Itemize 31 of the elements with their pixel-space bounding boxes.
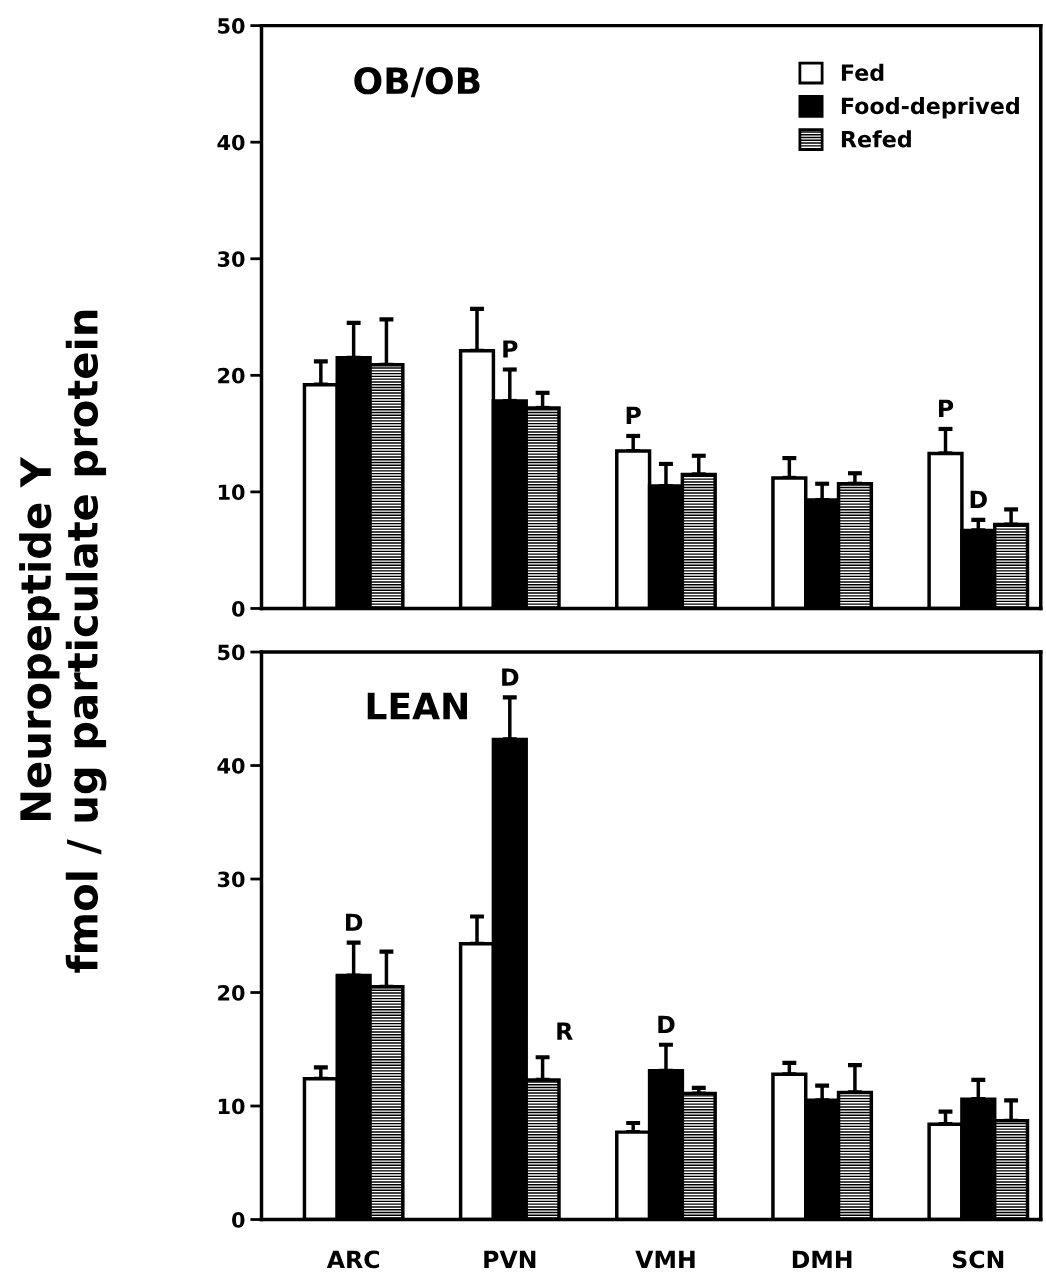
y-tick-label: 50 bbox=[218, 18, 245, 34]
y-tick-label: 50 bbox=[218, 644, 245, 661]
annotation: R bbox=[557, 1022, 573, 1040]
text: OB/OB bbox=[354, 67, 480, 98]
x-tick-label: ARC bbox=[326, 1250, 380, 1269]
annotation: D bbox=[346, 913, 363, 931]
text: LEAN bbox=[367, 692, 467, 720]
x-tick-label: PVN bbox=[484, 1250, 536, 1269]
y-tick-label: 10 bbox=[218, 484, 245, 501]
y-axis-title: Neuropeptide Y fmol / ug particulate protein bbox=[19, 310, 107, 973]
legend-label: Food-deprived bbox=[841, 97, 1019, 119]
y-tick-label: 40 bbox=[217, 757, 245, 774]
y-tick-label: 30 bbox=[217, 251, 245, 267]
y-tick-label: 0 bbox=[232, 600, 245, 617]
x-tick-label: SCN bbox=[952, 1250, 1004, 1269]
legend-label: Refed bbox=[841, 130, 911, 148]
x-tick-label: VMH bbox=[635, 1250, 695, 1269]
annotation: P bbox=[626, 406, 641, 425]
annotation: D bbox=[970, 490, 987, 508]
y-tick-label: 20 bbox=[218, 984, 245, 1001]
y-tick-label: 40 bbox=[217, 134, 245, 151]
annotation: D bbox=[658, 1015, 675, 1034]
annotation: P bbox=[939, 399, 954, 418]
y-tick-label: 0 bbox=[232, 1211, 245, 1228]
annotation: P bbox=[503, 340, 518, 358]
y-tick-label: 20 bbox=[218, 367, 245, 384]
x-tick-label: DMH bbox=[792, 1250, 852, 1269]
annotation: D bbox=[502, 668, 519, 686]
y-tick-label: 10 bbox=[218, 1098, 245, 1115]
legend-label: Fed bbox=[841, 63, 884, 81]
y-tick-label: 30 bbox=[217, 871, 245, 888]
